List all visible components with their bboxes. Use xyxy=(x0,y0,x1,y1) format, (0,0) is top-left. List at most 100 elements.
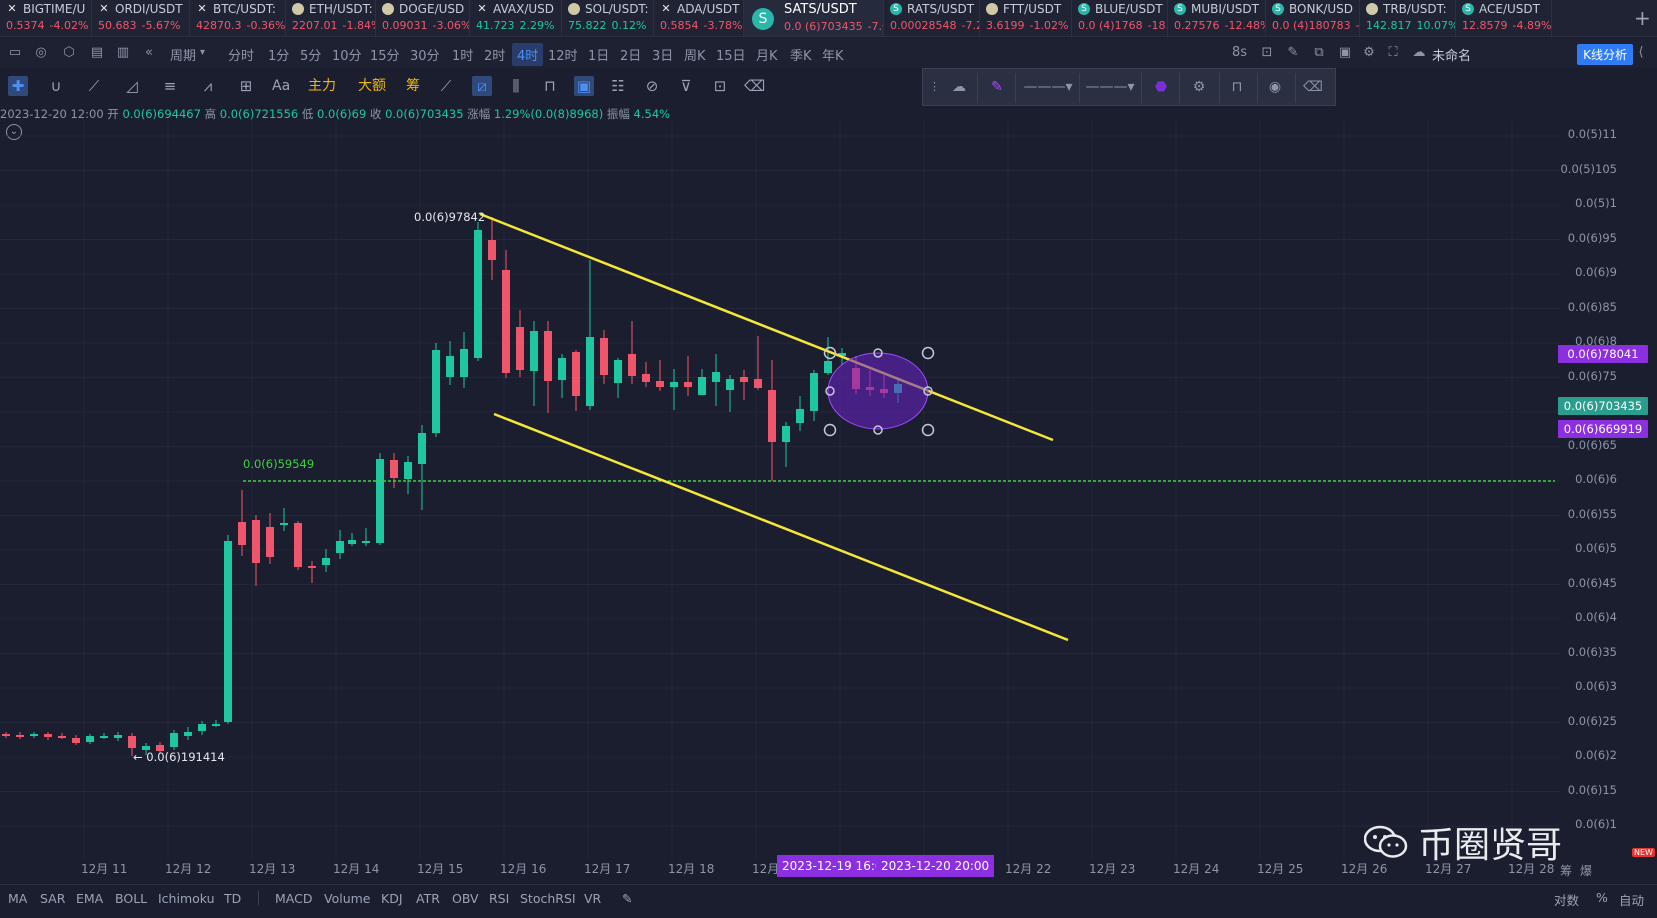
select-icon[interactable]: ▣ xyxy=(574,76,594,96)
period-option[interactable]: 10分 xyxy=(332,49,362,64)
ticker-item[interactable]: TRB/USDT: 142.817 10.07% xyxy=(1360,0,1456,36)
line-style-select[interactable]: ———▾ xyxy=(1085,79,1135,95)
close-icon[interactable]: ✕ xyxy=(661,2,671,15)
lock-icon[interactable]: ⊓ xyxy=(544,77,556,95)
kline-analysis-button[interactable]: K线分析 xyxy=(1577,44,1633,65)
channel-upper-line[interactable] xyxy=(479,212,1054,442)
ellipse-handle[interactable] xyxy=(873,348,883,358)
period-option[interactable]: 季K xyxy=(790,49,812,64)
ticker-item[interactable]: ✕ ORDI/USDT 50.683 -5.67% xyxy=(92,0,190,36)
filter-icon[interactable]: ⊽ xyxy=(680,77,692,95)
ticker-item[interactable]: ✕ AVAX/USD 41.723 2.29% xyxy=(470,0,562,36)
period-option[interactable]: 周K xyxy=(684,49,706,64)
period-option[interactable]: 1分 xyxy=(268,49,290,64)
ticker-item[interactable]: S BLUE/USDT 0.0 (4)1768 -18.5 xyxy=(1072,0,1168,36)
ticker-item[interactable]: S RATS/USDT 0.00028548 -7.2 xyxy=(884,0,980,36)
indicator-toggle[interactable]: Ichimoku xyxy=(158,891,215,906)
ellipse-handle[interactable] xyxy=(823,346,837,360)
period-option[interactable]: 15日 xyxy=(716,49,746,64)
indicator-toggle[interactable]: RSI xyxy=(489,891,510,906)
period-option[interactable]: 3日 xyxy=(652,49,674,64)
close-icon[interactable]: ✕ xyxy=(477,2,487,15)
chips-button[interactable]: 筹 xyxy=(406,78,420,94)
screen-icon[interactable]: ▣ xyxy=(1338,45,1352,60)
period-option[interactable]: 30分 xyxy=(410,49,440,64)
period-option[interactable]: 2日 xyxy=(620,49,642,64)
percent-scale-toggle[interactable]: % xyxy=(1596,890,1608,905)
angle-tool-icon[interactable]: ◿ xyxy=(126,77,138,95)
line-width-select[interactable]: ———▾ xyxy=(1023,79,1073,95)
period-option[interactable]: 年K xyxy=(822,49,844,64)
indicator-toggle[interactable]: MA xyxy=(8,891,28,906)
ticker-item[interactable]: DOGE/USD 0.09031 -3.06% xyxy=(376,0,470,36)
rect-tool-icon[interactable]: ⊞ xyxy=(239,77,253,95)
chevron-down-icon[interactable]: ▾ xyxy=(200,47,206,58)
ticker-item[interactable]: S BONK/USD 0.0 (4)180783 -1 xyxy=(1266,0,1360,36)
channel-lower-line[interactable] xyxy=(493,412,1069,642)
period-option[interactable]: 1日 xyxy=(588,49,610,64)
ruler-icon[interactable]: ⟋ xyxy=(440,77,452,95)
trash-icon[interactable]: ⌫ xyxy=(744,77,766,95)
trendline-tool-icon[interactable]: ⟋ xyxy=(88,77,100,95)
log-scale-toggle[interactable]: 对数 xyxy=(1554,893,1580,908)
cloud-icon[interactable]: ☁ xyxy=(1412,45,1426,60)
lock-icon[interactable]: ⊓ xyxy=(1231,79,1243,95)
pen-icon[interactable]: ✎ xyxy=(1287,45,1299,60)
ellipse-handle[interactable] xyxy=(873,425,883,435)
period-option[interactable]: 12时 xyxy=(548,49,578,64)
ellipse-handle[interactable] xyxy=(823,423,837,437)
popout-icon[interactable]: ⧉ xyxy=(1314,45,1324,60)
ellipse-handle[interactable] xyxy=(825,386,835,396)
indicator-toggle[interactable]: EMA xyxy=(76,891,104,906)
main-force-button[interactable]: 主力 xyxy=(308,78,336,94)
highlight-ellipse[interactable] xyxy=(827,352,929,430)
edit-list-icon[interactable]: ☷ xyxy=(611,77,625,95)
collapse-icon[interactable]: ⟨ xyxy=(1638,45,1644,60)
camera-icon[interactable]: ⊡ xyxy=(1261,45,1273,60)
settings-icon[interactable]: ⚙ xyxy=(1363,45,1375,60)
ticker-item[interactable]: ETH/USDT: 2207.01 -1.84% xyxy=(286,0,376,36)
ticker-item[interactable]: SOL/USDT: 75.822 0.12% xyxy=(562,0,654,36)
layout-icon[interactable]: ▥ xyxy=(116,45,130,60)
ticker-item[interactable]: S MUBI/USDT 0.27576 -12.48% xyxy=(1168,0,1266,36)
favorite-icon[interactable]: ⬡ xyxy=(63,45,75,60)
indicator-toggle[interactable]: StochRSI xyxy=(520,891,576,906)
add-ticker-button[interactable]: + xyxy=(1634,6,1651,30)
collapse-info-icon[interactable]: ⌄ xyxy=(6,124,22,140)
close-icon[interactable]: ✕ xyxy=(197,2,207,15)
indicator-toggle[interactable]: BOLL xyxy=(115,891,148,906)
indicator-toggle[interactable]: Volume xyxy=(324,891,371,906)
ticker-item[interactable]: ✕ BIGTIME/U 0.5374 -4.02% xyxy=(0,0,92,36)
edit-indicators-icon[interactable]: ✎ xyxy=(622,891,633,906)
period-dropdown[interactable]: 周期 xyxy=(170,49,197,64)
wave-tool-icon[interactable]: ⩘ xyxy=(203,77,213,95)
drag-handle-icon[interactable]: ⋮ xyxy=(929,80,940,93)
ticker-item[interactable]: ✕ BTC/USDT: 42870.3 -0.36% xyxy=(190,0,286,36)
brush-icon[interactable]: ⊘ xyxy=(645,77,659,95)
auto-scale-toggle[interactable]: 自动 xyxy=(1619,893,1645,908)
refresh-interval[interactable]: 8s xyxy=(1232,45,1248,60)
eye-icon[interactable]: ◉ xyxy=(1268,79,1282,95)
hide-drawings-icon[interactable]: ⊡ xyxy=(713,77,727,95)
indicator-toggle[interactable]: TD xyxy=(224,891,242,906)
period-option[interactable]: 4时 xyxy=(512,43,544,66)
indicator-toggle[interactable]: MACD xyxy=(275,891,313,906)
indicator-toggle[interactable]: OBV xyxy=(452,891,479,906)
magnet-icon[interactable]: ⧄ xyxy=(472,76,492,96)
ellipse-handle[interactable] xyxy=(921,346,935,360)
line-color-icon[interactable]: ✎ xyxy=(991,79,1003,95)
rewind-icon[interactable]: « xyxy=(145,45,153,60)
layout-name[interactable]: 未命名 xyxy=(1432,49,1472,64)
period-option[interactable]: 分时 xyxy=(228,49,255,64)
indicator-toggle[interactable]: ATR xyxy=(416,891,440,906)
ellipse-handle[interactable] xyxy=(923,386,933,396)
ticker-item[interactable]: S SATS/USDT 0.0 (6)703435 -7.05% xyxy=(744,0,884,36)
calendar-icon[interactable]: ▤ xyxy=(90,45,104,60)
ticker-item[interactable]: S ACE/USDT 12.8579 -4.89% xyxy=(1456,0,1552,36)
chips-label[interactable]: 筹 xyxy=(1560,864,1573,878)
period-option[interactable]: 1时 xyxy=(452,49,474,64)
ticker-item[interactable]: FTT/USDT 3.6199 -1.02% xyxy=(980,0,1072,36)
curve-tool-icon[interactable]: ∪ xyxy=(50,77,62,95)
close-icon[interactable]: ✕ xyxy=(99,2,109,15)
clock-icon[interactable]: ◎ xyxy=(35,45,47,60)
